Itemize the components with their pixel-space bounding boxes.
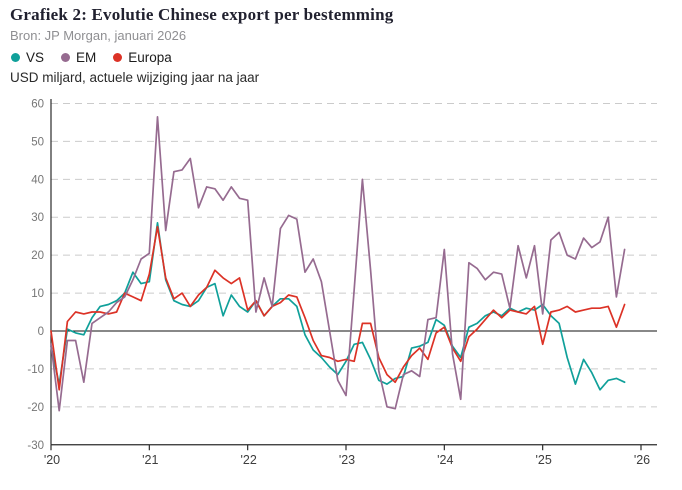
x-tick-label: '26 <box>634 453 650 467</box>
legend-label: EM <box>76 50 97 65</box>
legend-dot-europa <box>113 53 123 62</box>
legend-label: Europa <box>128 50 172 65</box>
legend-item-vs: VS <box>11 50 44 65</box>
legend-label: VS <box>26 50 45 65</box>
legend: VS EM Europa <box>11 50 172 65</box>
y-tick-label: 60 <box>31 98 44 110</box>
y-tick-label: -20 <box>27 402 44 414</box>
y-tick-label: 50 <box>31 136 44 148</box>
x-tick-label: '22 <box>241 453 257 467</box>
legend-item-em: EM <box>61 50 96 65</box>
x-tick-label: '21 <box>142 453 158 467</box>
y-tick-label: 10 <box>31 288 44 300</box>
x-tick-label: '20 <box>44 453 60 467</box>
y-tick-label: 0 <box>38 326 44 338</box>
series-line-em <box>50 115 626 412</box>
chart-title: Grafiek 2: Evolutie Chinese export per b… <box>10 5 394 24</box>
axis-unit-label: USD miljard, actuele wijziging jaar na j… <box>10 70 260 85</box>
x-tick-label: '25 <box>536 453 552 467</box>
legend-dot-em <box>61 53 71 62</box>
y-tick-label: -10 <box>27 364 44 376</box>
chart-source: Bron: JP Morgan, januari 2026 <box>10 28 187 43</box>
series-line-europa <box>50 225 626 391</box>
y-tick-label: 20 <box>31 250 44 262</box>
legend-item-europa: Europa <box>113 50 172 65</box>
y-tick-label: 30 <box>31 212 44 224</box>
series-line-vs <box>50 222 626 391</box>
y-tick-label: -30 <box>27 440 44 452</box>
y-tick-label: 40 <box>31 174 44 186</box>
legend-dot-vs <box>11 53 20 62</box>
x-tick-label: '23 <box>339 453 355 467</box>
x-tick-label: '24 <box>437 453 453 467</box>
